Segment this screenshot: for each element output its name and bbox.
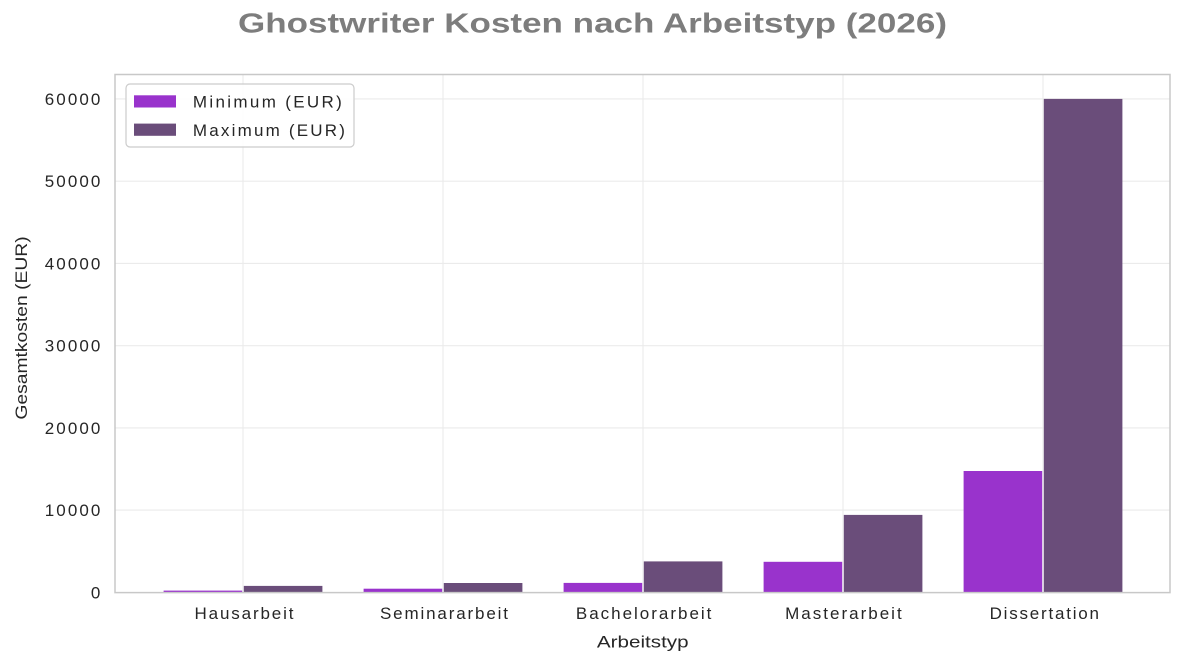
svg-text:Maximum (EUR): Maximum (EUR) xyxy=(193,121,345,140)
svg-text:60000: 60000 xyxy=(45,90,101,109)
svg-text:Dissertation: Dissertation xyxy=(990,604,1099,623)
svg-text:Minimum (EUR): Minimum (EUR) xyxy=(193,93,342,112)
svg-text:10000: 10000 xyxy=(45,501,101,520)
svg-text:Arbeitstyp: Arbeitstyp xyxy=(597,633,689,652)
svg-text:50000: 50000 xyxy=(45,172,101,191)
svg-text:0: 0 xyxy=(91,583,100,602)
svg-text:40000: 40000 xyxy=(45,254,101,273)
svg-text:20000: 20000 xyxy=(45,419,101,438)
svg-text:Bachelorarbeit: Bachelorarbeit xyxy=(576,604,712,623)
svg-text:Gesamtkosten (EUR): Gesamtkosten (EUR) xyxy=(12,236,31,419)
svg-text:Masterarbeit: Masterarbeit xyxy=(785,604,902,623)
svg-text:Ghostwriter Kosten nach Arbeit: Ghostwriter Kosten nach Arbeitstyp (2026… xyxy=(238,8,947,39)
svg-text:30000: 30000 xyxy=(45,337,101,356)
svg-text:Hausarbeit: Hausarbeit xyxy=(195,604,294,623)
svg-text:Seminararbeit: Seminararbeit xyxy=(380,604,508,623)
